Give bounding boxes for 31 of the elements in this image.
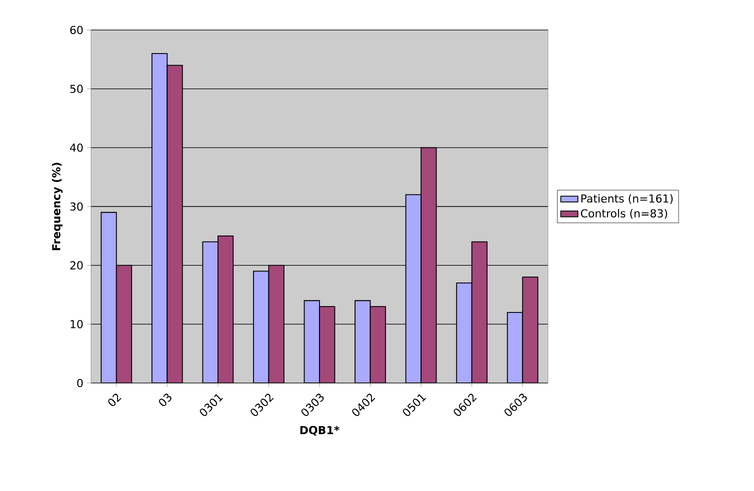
bar [354, 300, 371, 383]
bar [304, 300, 320, 383]
bar [166, 64, 183, 383]
x-tick-label: 03 [158, 394, 172, 406]
bar [471, 241, 488, 383]
y-tick-label: 30 [70, 202, 83, 211]
bar [370, 306, 386, 383]
bar [421, 148, 436, 383]
bar [151, 53, 168, 383]
bar [406, 194, 422, 383]
bar [268, 264, 284, 383]
y-tick-label: 10 [70, 320, 83, 328]
bar [100, 212, 117, 383]
bar [202, 241, 218, 383]
y-tick-label: 60 [70, 26, 83, 34]
y-tick-label: 0 [77, 378, 83, 388]
bar [319, 306, 336, 383]
bar [456, 282, 472, 383]
y-tick-label: 50 [70, 84, 83, 93]
bar [253, 270, 270, 383]
y-tick-label: 20 [70, 261, 83, 270]
x-axis-title: DQB1* [300, 426, 340, 436]
y-axis-title: Frequency (%) [52, 162, 63, 250]
bar [116, 264, 132, 383]
bar [522, 276, 538, 383]
legend-label: Controls (n=83) [580, 209, 668, 219]
bar [217, 235, 234, 383]
legend-label: Patients (n=161) [581, 194, 673, 204]
y-tick-label: 40 [70, 144, 83, 152]
bar [506, 312, 524, 383]
x-tick-label: 02 [108, 394, 122, 406]
